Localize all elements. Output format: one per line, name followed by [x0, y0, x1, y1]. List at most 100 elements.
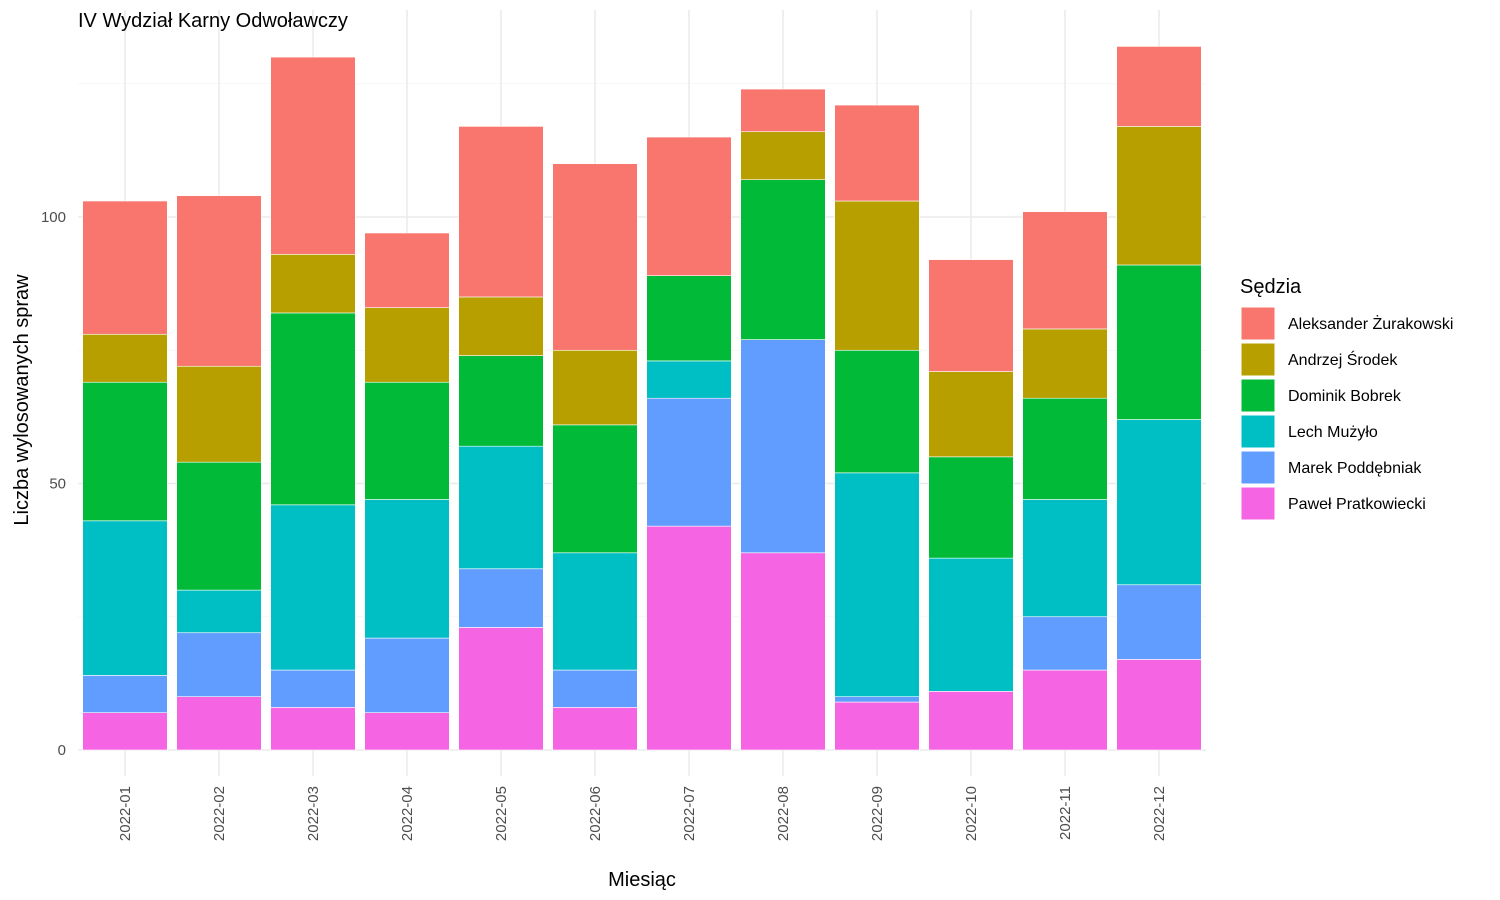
- bar-segment: [1022, 499, 1108, 618]
- bar-segment: [176, 365, 262, 463]
- bar-segment: [270, 56, 356, 255]
- bar-segment: [270, 254, 356, 314]
- bar-segment: [270, 669, 356, 708]
- bar-segment: [1116, 46, 1202, 127]
- bar-segment: [1022, 211, 1108, 330]
- x-tick-label: 2022-12: [1151, 786, 1168, 841]
- x-tick-label: 2022-03: [305, 786, 322, 841]
- bar-segment: [364, 307, 450, 383]
- bar-segment: [176, 461, 262, 591]
- bar-segment: [364, 232, 450, 308]
- legend-key: [1240, 378, 1276, 413]
- bar-segment: [364, 712, 450, 751]
- bar-segment: [928, 371, 1014, 458]
- x-axis-title: Miesiąc: [608, 869, 676, 891]
- legend: Sędzia Aleksander Żurakowski Andrzej Środ…: [1240, 276, 1453, 521]
- x-tick-label: 2022-08: [775, 786, 792, 841]
- bar-segment: [646, 397, 732, 527]
- bar-segment: [82, 712, 168, 751]
- legend-label: Dominik Bobrek: [1288, 388, 1402, 405]
- bar-segment: [552, 424, 638, 554]
- legend-key: [1240, 306, 1276, 341]
- bar-segment: [646, 525, 732, 751]
- x-tick-label: 2022-02: [211, 786, 228, 841]
- bar-segment: [834, 701, 920, 751]
- bar-segment: [646, 275, 732, 362]
- bar-segment: [458, 445, 544, 570]
- bars: [82, 46, 1202, 751]
- bar-segment: [740, 131, 826, 180]
- x-tick-label: 2022-10: [963, 786, 980, 841]
- bar-segment: [458, 296, 544, 356]
- bar-segment: [82, 520, 168, 676]
- bar-segment: [552, 349, 638, 426]
- bar-segment: [1022, 616, 1108, 671]
- bar-segment: [1022, 669, 1108, 751]
- bar-segment: [82, 381, 168, 522]
- bar-segment: [834, 472, 920, 697]
- bar-segment: [458, 126, 544, 298]
- bar-segment: [176, 195, 262, 367]
- y-tick-label: 100: [41, 209, 66, 226]
- legend-key: [1240, 414, 1276, 449]
- bar-segment: [552, 163, 638, 351]
- bar-segment: [740, 552, 826, 751]
- bar-segment: [928, 557, 1014, 692]
- x-axis-ticks: 2022-01 2022-02 2022-03 2022-04 2022-05 2022-…: [117, 786, 1168, 841]
- x-tick-label: 2022-09: [869, 786, 886, 841]
- legend-label: Andrzej Środek: [1288, 350, 1398, 369]
- bar-segment: [176, 589, 262, 634]
- bar-segment: [740, 339, 826, 554]
- bar-segment: [928, 456, 1014, 559]
- legend-label: Marek Poddębniak: [1288, 460, 1422, 477]
- x-tick-label: 2022-07: [681, 786, 698, 841]
- legend-title: Sędzia: [1240, 276, 1302, 298]
- chart-title: IV Wydział Karny Odwoławczy: [78, 10, 348, 32]
- bar-segment: [176, 696, 262, 751]
- x-tick-label: 2022-11: [1057, 786, 1074, 840]
- legend-label: Aleksander Żurakowski: [1288, 314, 1453, 333]
- bar-segment: [82, 675, 168, 713]
- bar-segment: [552, 669, 638, 708]
- y-tick-label: 50: [49, 476, 66, 493]
- bar-segment: [1116, 264, 1202, 420]
- legend-key: [1240, 450, 1276, 485]
- bar-segment: [834, 696, 920, 703]
- bar-segment: [82, 200, 168, 335]
- bar-segment: [552, 552, 638, 671]
- bar-segment: [928, 259, 1014, 372]
- x-tick-label: 2022-04: [399, 786, 416, 841]
- bar-segment: [458, 355, 544, 447]
- bar-segment: [270, 312, 356, 506]
- y-tick-label: 0: [58, 742, 66, 759]
- bar-segment: [834, 349, 920, 474]
- bar-segment: [364, 381, 450, 500]
- bar-segment: [646, 136, 732, 276]
- x-tick-label: 2022-01: [117, 786, 134, 841]
- bar-segment: [176, 632, 262, 697]
- bar-segment: [364, 499, 450, 639]
- bar-segment: [740, 179, 826, 340]
- bar-segment: [1116, 419, 1202, 586]
- bar-segment: [270, 707, 356, 751]
- bar-segment: [364, 637, 450, 713]
- bar-segment: [1022, 397, 1108, 500]
- bar-segment: [1116, 126, 1202, 266]
- legend-label: Paweł Pratkowiecki: [1288, 496, 1426, 513]
- bar-segment: [458, 627, 544, 751]
- bar-segment: [834, 104, 920, 202]
- bar-segment: [270, 504, 356, 671]
- bar-segment: [552, 707, 638, 751]
- bar-segment: [1116, 659, 1202, 751]
- bar-segment: [646, 360, 732, 399]
- y-axis-title: Liczba wylosowanych spraw: [11, 274, 33, 526]
- bar-segment: [740, 88, 826, 133]
- x-tick-label: 2022-05: [493, 786, 510, 841]
- bar-segment: [1116, 584, 1202, 660]
- bar-segment: [82, 333, 168, 383]
- legend-key: [1240, 486, 1276, 521]
- bar-segment: [928, 691, 1014, 751]
- bar-segment: [1022, 328, 1108, 399]
- legend-key: [1240, 342, 1276, 377]
